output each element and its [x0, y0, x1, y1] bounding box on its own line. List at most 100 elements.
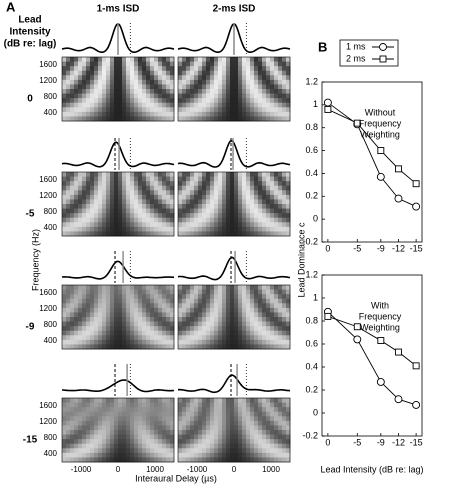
image-cell	[210, 190, 215, 196]
image-cell	[198, 84, 203, 90]
image-cell	[78, 217, 83, 223]
image-cell	[146, 204, 151, 209]
image-cell	[262, 66, 267, 72]
image-cell	[146, 66, 151, 72]
image-cell	[270, 439, 275, 445]
image-cell	[82, 434, 87, 440]
image-cell	[254, 294, 259, 300]
image-cell	[190, 222, 195, 228]
image-cell	[286, 213, 291, 219]
image-cell	[234, 411, 239, 417]
image-cell	[154, 111, 159, 117]
image-cell	[226, 185, 231, 191]
image-cell	[170, 116, 175, 122]
image-cell	[214, 326, 219, 332]
image-cell	[134, 111, 139, 117]
image-cell	[118, 402, 123, 408]
image-cell	[150, 298, 155, 304]
image-cell	[234, 425, 239, 431]
image-cell	[78, 439, 83, 445]
image-cell	[206, 213, 211, 219]
image-cell	[62, 217, 67, 223]
image-cell	[166, 226, 171, 232]
image-cell	[62, 298, 67, 304]
image-cell	[286, 93, 291, 99]
image-cell	[206, 411, 211, 417]
image-cell	[106, 61, 111, 67]
image-cell	[210, 66, 215, 72]
image-cell	[78, 285, 83, 290]
image-cell	[218, 398, 223, 403]
image-cell	[102, 339, 107, 345]
image-cell	[222, 231, 227, 237]
image-cell	[98, 430, 103, 435]
image-cell	[122, 84, 127, 90]
image-cell	[194, 335, 199, 341]
image-cell	[150, 75, 155, 81]
image-cell	[238, 339, 243, 345]
image-cell	[186, 84, 191, 90]
image-cell	[170, 330, 175, 336]
image-cell	[94, 199, 99, 205]
image-cell	[178, 116, 183, 122]
image-cell	[254, 176, 259, 182]
image-cell	[274, 402, 279, 408]
image-cell	[178, 213, 183, 219]
image-cell	[258, 116, 263, 122]
image-cell	[102, 75, 107, 81]
image-cell	[146, 61, 151, 67]
image-cell	[218, 181, 223, 187]
image-cell	[74, 93, 79, 99]
image-cell	[226, 448, 231, 454]
image-cell	[278, 330, 283, 336]
image-cell	[274, 222, 279, 228]
image-cell	[178, 434, 183, 440]
image-cell	[234, 443, 239, 449]
image-cell	[210, 222, 215, 228]
image-cell	[102, 452, 107, 458]
image-cell	[90, 172, 95, 177]
image-cell	[146, 312, 151, 318]
image-cell	[190, 452, 195, 458]
image-cell	[114, 321, 119, 327]
image-cell	[218, 93, 223, 99]
image-cell	[98, 457, 103, 463]
image-cell	[242, 98, 247, 104]
image-cell	[122, 194, 127, 200]
image-cell	[150, 190, 155, 196]
image-cell	[270, 204, 275, 209]
image-cell	[110, 443, 115, 449]
image-cell	[218, 190, 223, 196]
image-cell	[282, 217, 287, 223]
image-cell	[242, 285, 247, 290]
x-tick-label: 1000	[262, 465, 280, 474]
image-cell	[274, 172, 279, 177]
image-cell	[146, 289, 151, 295]
image-cell	[98, 199, 103, 205]
image-cell	[234, 66, 239, 72]
image-cell	[66, 312, 71, 318]
x-tick-label: -15	[410, 437, 423, 447]
image-cell	[230, 208, 235, 214]
image-cell	[226, 402, 231, 408]
image-cell	[154, 107, 159, 113]
image-cell	[158, 335, 163, 341]
image-cell	[154, 307, 159, 313]
image-cell	[122, 79, 127, 85]
image-cell	[278, 303, 283, 309]
image-cell	[262, 289, 267, 295]
image-cell	[154, 430, 159, 435]
image-cell	[190, 457, 195, 463]
image-cell	[162, 298, 167, 304]
image-cell	[246, 185, 251, 191]
image-cell	[78, 98, 83, 104]
image-cell	[218, 204, 223, 209]
image-cell	[134, 84, 139, 90]
image-cell	[250, 407, 255, 413]
image-cell	[134, 294, 139, 300]
image-cell	[126, 70, 131, 76]
image-cell	[242, 222, 247, 228]
image-cell	[98, 420, 103, 426]
image-cell	[270, 98, 275, 104]
